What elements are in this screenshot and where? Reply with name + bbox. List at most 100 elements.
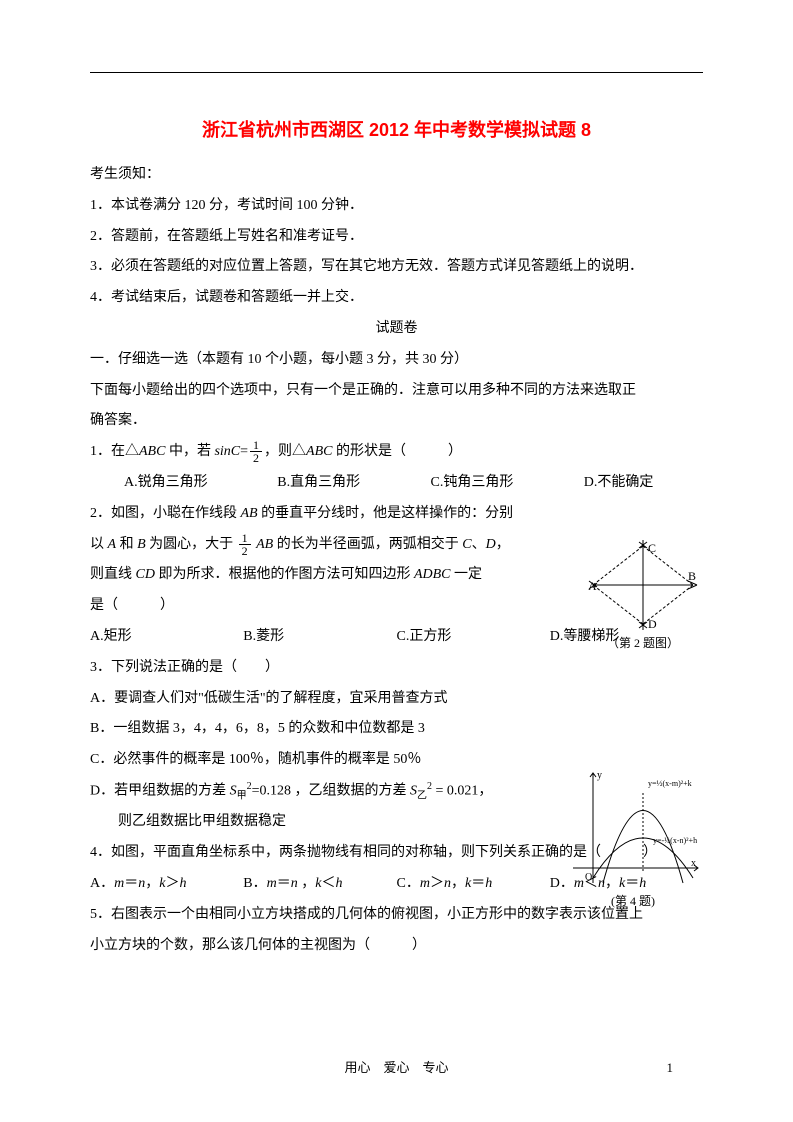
parabola-icon: y=½(x-m)²+k y=-¼(x-n)²+h O x y	[563, 768, 703, 888]
q5-l2: 小立方块的个数，那么该几何体的主视图为（ ）	[90, 931, 703, 962]
q4B-p: B．	[243, 876, 266, 891]
q4-f2: y=-¼(x-n)²+h	[653, 836, 697, 845]
section1-header: 一．仔细选一选（本题有 10 个小题，每小题 3 分，共 30 分）	[90, 345, 703, 376]
q2-l2i5: D	[486, 537, 496, 552]
q4C-m1: ＞	[430, 876, 444, 891]
q4-optA: A．m＝n，k＞h	[90, 869, 243, 900]
q1-optC: C.钝角三角形	[397, 468, 550, 499]
q2-l1b: 的垂直平分线时，他是这样操作的：分别	[258, 506, 514, 521]
q2-l3c: 一定	[451, 567, 483, 582]
footer-text: 用心 爱心 专心	[0, 1057, 793, 1076]
q2-l2i2: B	[137, 537, 146, 552]
rhombus-icon: A B C D	[588, 540, 698, 630]
q2-l2: 以 A 和 B 为圆心，大于 12 AB 的长为半径画弧，两弧相交于 C、D，	[90, 530, 560, 561]
q1-t2: 中，若	[165, 444, 214, 459]
q2-optA: A.矩形	[90, 622, 243, 653]
q4A-m1: ＝	[124, 876, 138, 891]
q4C-i4: h	[485, 876, 492, 891]
paper-label: 试题卷	[90, 314, 703, 345]
q4A-i4: h	[179, 876, 186, 891]
q2-optC: C.正方形	[397, 622, 550, 653]
q1-den: 2	[250, 452, 262, 464]
q4B-m1: ＝	[277, 876, 291, 891]
q2-l2d: 的长为半径画弧，两弧相交于	[273, 537, 462, 552]
q4A-i1: m	[114, 876, 124, 891]
q2-optB: B.菱形	[243, 622, 396, 653]
q2-B: B	[688, 569, 696, 583]
q2-l1a: 2．如图，小聪在作线段	[90, 506, 241, 521]
page-title: 浙江省杭州市西湖区 2012 年中考数学模拟试题 8	[90, 116, 703, 142]
q2-l4: 是（ ）	[90, 591, 560, 622]
q2-l2c: 为圆心，大于	[146, 537, 237, 552]
q2-caption: （第 2 题图）	[583, 634, 703, 651]
q4A-m3: ＞	[165, 876, 179, 891]
page-number: 1	[667, 1060, 674, 1076]
notice-1: 1．本试卷满分 120 分，考试时间 100 分钟．	[90, 191, 703, 222]
q2-l2f: ，	[496, 537, 510, 552]
q3-D2: =0.128 ，乙组数据的方差	[252, 784, 410, 799]
notice-2: 2．答题前，在答题纸上写姓名和准考证号．	[90, 222, 703, 253]
q4C-m3: ＝	[471, 876, 485, 891]
q4C-i1: m	[420, 876, 430, 891]
q4A-p: A．	[90, 876, 114, 891]
q3-S2: S	[410, 784, 417, 799]
q4C-i2: n	[444, 876, 451, 891]
q2-l1i: AB	[241, 506, 258, 521]
notice-3: 3．必须在答题纸的对应位置上答题，写在其它地方无效．答题方式详见答题纸上的说明．	[90, 252, 703, 283]
q1-eq: =	[240, 444, 248, 459]
q1-abc1: ABC	[139, 444, 165, 459]
q1-stem: 1．在△ABC 中，若 sinC=12，则△ABC 的形状是（ ）	[90, 437, 703, 468]
q2-D: D	[648, 617, 657, 630]
q4B-i1: m	[267, 876, 277, 891]
q4B-i2: n	[291, 876, 298, 891]
q4B-i4: h	[335, 876, 342, 891]
header-rule	[90, 72, 703, 73]
q2-l3b: 即为所求．根据他的作图方法可知四边形	[155, 567, 414, 582]
q2-l2i4: C	[462, 537, 471, 552]
q3-sub2: 乙	[417, 790, 427, 801]
q4-optB: B．m＝n ，k＜h	[243, 869, 396, 900]
notice-4: 4．考试结束后，试题卷和答题纸一并上交．	[90, 283, 703, 314]
q1-optB: B.直角三角形	[243, 468, 396, 499]
q2-num: 1	[239, 532, 251, 545]
q4B-m3: ＜	[321, 876, 335, 891]
q2-l2e: 、	[472, 537, 486, 552]
q1-t3: ，则△	[264, 444, 306, 459]
q1-optA: A.锐角三角形	[90, 468, 243, 499]
q3-B: B．一组数据 3，4，4，6，8，5 的众数和中位数都是 3	[90, 714, 703, 745]
q2-l3: 则直线 CD 即为所求．根据他的作图方法可知四边形 ADBC 一定	[90, 560, 560, 591]
q2-l3a: 则直线	[90, 567, 136, 582]
q2-C: C	[648, 541, 656, 555]
q1-t1: 1．在△	[90, 444, 139, 459]
q4C-p: C．	[397, 876, 420, 891]
q2-l2i3: AB	[256, 537, 273, 552]
q2-l3i1: CD	[136, 567, 155, 582]
q1-options: A.锐角三角形 B.直角三角形 C.钝角三角形 D.不能确定	[90, 468, 703, 499]
q4-f1: y=½(x-m)²+k	[648, 779, 692, 788]
q1-abc2: ABC	[306, 444, 332, 459]
section1-desc2: 确答案．	[90, 406, 703, 437]
q3-A: A．要调查人们对"低碳生活"的了解程度，宜采用普查方式	[90, 684, 703, 715]
q4-y: y	[597, 770, 602, 781]
q2-l2i1: A	[108, 537, 117, 552]
q1-t4: 的形状是（ ）	[333, 444, 463, 459]
q2-l2b: 和	[116, 537, 137, 552]
q3-D1: D．若甲组数据的方差	[90, 784, 230, 799]
q3-sub1: 甲	[237, 790, 247, 801]
q3-stem: 3．下列说法正确的是（ ）	[90, 653, 703, 684]
q4B-m2: ，	[298, 876, 316, 891]
q2-l2a: 以	[90, 537, 108, 552]
q2-l3i2: ADBC	[414, 567, 451, 582]
notice-heading: 考生须知：	[90, 160, 703, 191]
q3-D3: = 0.021，	[432, 784, 492, 799]
q4-x: x	[691, 858, 696, 869]
q2-l1: 2．如图，小聪在作线段 AB 的垂直平分线时，他是这样操作的：分别	[90, 499, 560, 530]
q1-frac: 12	[250, 439, 262, 464]
q3-S1: S	[230, 784, 237, 799]
q4C-m2: ，	[451, 876, 465, 891]
q4-O: O	[585, 872, 592, 883]
q1-sin: sinC	[214, 444, 240, 459]
q2-den: 2	[239, 545, 251, 557]
q3-D: D．若甲组数据的方差 S甲2=0.128 ，乙组数据的方差 S乙2 = 0.02…	[90, 776, 560, 807]
q2-A: A	[588, 579, 597, 593]
